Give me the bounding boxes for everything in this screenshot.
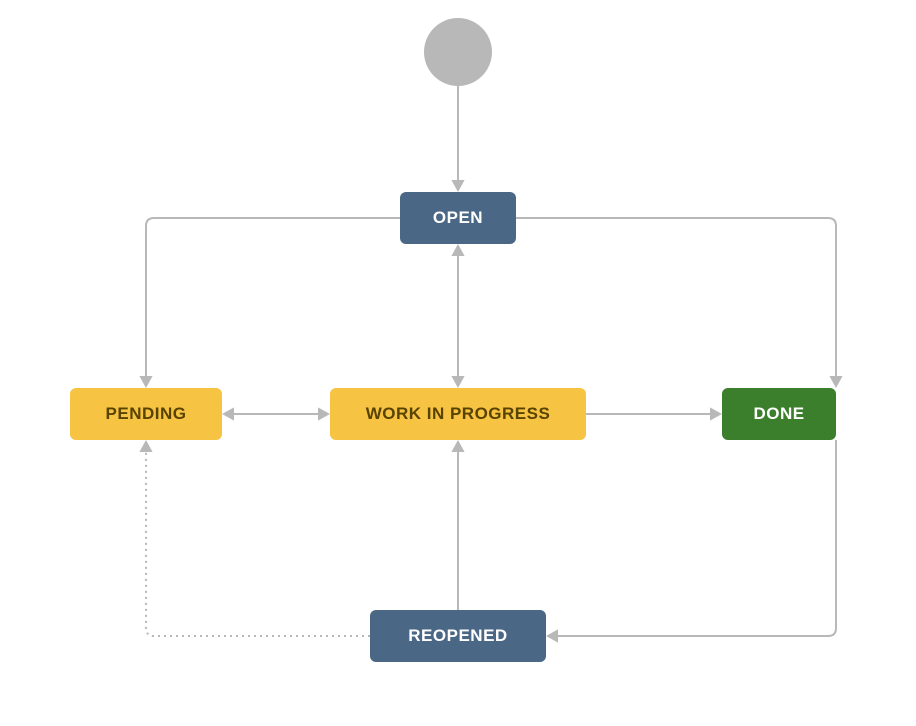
node-open: OPEN: [400, 192, 516, 244]
node-label-done: DONE: [753, 404, 804, 424]
node-label-open: OPEN: [433, 208, 483, 228]
node-label-pending: PENDING: [106, 404, 187, 424]
workflow-canvas: OPEN PENDING WORK IN PROGRESS DONE REOPENED: [0, 0, 916, 726]
edge-reopened-pending: [139, 440, 370, 636]
node-label-reopened: REOPENED: [408, 626, 507, 646]
edge-wip-done: [586, 407, 722, 420]
edge-open-pending: [139, 218, 400, 388]
edge-open-wip-bi: [451, 244, 464, 388]
edge-reopened-wip: [451, 440, 464, 610]
node-wip: WORK IN PROGRESS: [330, 388, 586, 440]
node-label-wip: WORK IN PROGRESS: [366, 404, 551, 424]
start-node: [424, 18, 492, 86]
edge-start-open: [451, 86, 464, 192]
edge-done-reopened: [546, 440, 836, 643]
node-pending: PENDING: [70, 388, 222, 440]
node-reopened: REOPENED: [370, 610, 546, 662]
node-done: DONE: [722, 388, 836, 440]
edge-open-done: [516, 218, 843, 388]
edge-pending-wip-bi: [222, 407, 330, 420]
